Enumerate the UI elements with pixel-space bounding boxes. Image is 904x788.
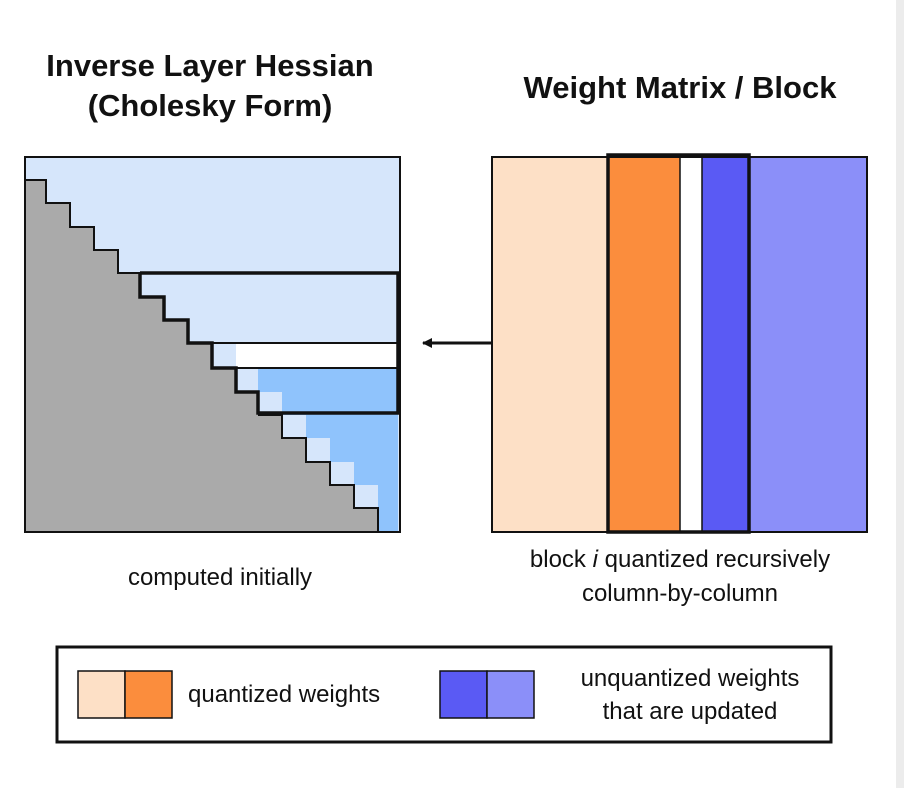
legend-swatch-blue (439, 670, 488, 719)
hessian-caption: computed initially (127, 564, 313, 591)
legend-swatch-periwinkle (486, 670, 535, 719)
legend-label-unquantized: unquantized weights that are updated (552, 662, 828, 728)
hessian-block-outline (138, 271, 400, 415)
weight-current-column (680, 157, 702, 532)
weight-block-outline (606, 153, 751, 534)
hessian-title-line1: Inverse Layer Hessian (46, 48, 374, 83)
hessian-current-row-band (212, 343, 398, 368)
hessian-lower-region (258, 365, 398, 532)
hessian-title-line2: (Cholesky Form) (87, 88, 333, 123)
weight-remaining-region (749, 157, 867, 532)
hessian-title: Inverse Layer Hessian (Cholesky Form) (10, 46, 410, 126)
legend-swatch-peach (77, 670, 126, 719)
weight-matrix (491, 153, 868, 534)
weight-caption-line2: column-by-column (581, 580, 779, 607)
hessian-frame (24, 156, 401, 533)
legend-label-unquantized-line2: that are updated (602, 698, 778, 725)
weight-block-quantized (608, 157, 680, 532)
page-edge (896, 0, 904, 788)
weight-caption-line1: block i quantized recursively (480, 543, 880, 577)
hessian-gray-triangle (25, 180, 378, 532)
legend (55, 645, 833, 744)
weight-caption-prefix: block (529, 546, 593, 573)
legend-label-unquantized-line1: unquantized weights (580, 665, 800, 692)
hessian-staircase-tail (258, 414, 379, 532)
hessian-matrix (24, 156, 401, 533)
weight-title: Weight Matrix / Block (523, 70, 837, 105)
weight-caption-italic: i (592, 546, 598, 573)
weight-caption-suffix: quantized recursively (597, 546, 831, 573)
weight-block-unquantized (702, 157, 749, 532)
weight-quantized-region (492, 157, 608, 532)
weight-caption: block i quantized recursively column-by-… (480, 543, 880, 611)
hessian-staircase (25, 179, 140, 274)
legend-swatch-orange (124, 670, 173, 719)
legend-label-quantized: quantized weights (188, 681, 381, 708)
